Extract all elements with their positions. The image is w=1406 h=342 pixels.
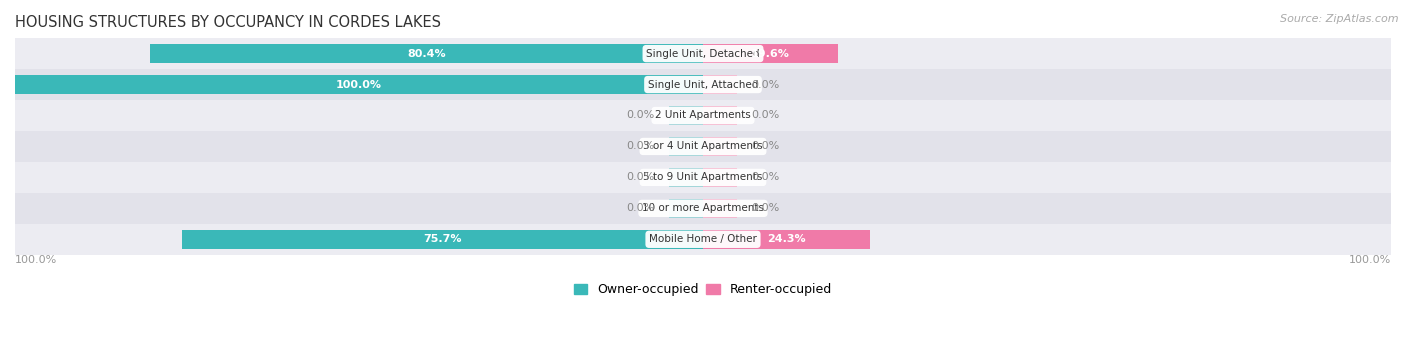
Bar bbox=[183, 230, 703, 249]
Bar bbox=[15, 100, 1391, 131]
Bar bbox=[15, 131, 1391, 162]
Text: Single Unit, Attached: Single Unit, Attached bbox=[648, 80, 758, 90]
Bar bbox=[669, 168, 703, 187]
Bar bbox=[703, 230, 870, 249]
Text: 0.0%: 0.0% bbox=[751, 110, 779, 120]
Bar bbox=[703, 44, 838, 63]
Text: 100.0%: 100.0% bbox=[15, 255, 58, 265]
Text: 19.6%: 19.6% bbox=[751, 49, 790, 58]
Text: 0.0%: 0.0% bbox=[627, 172, 655, 182]
Text: 5 to 9 Unit Apartments: 5 to 9 Unit Apartments bbox=[644, 172, 762, 182]
Bar bbox=[15, 224, 1391, 255]
Bar bbox=[669, 106, 703, 125]
Bar bbox=[703, 168, 737, 187]
Bar bbox=[150, 44, 703, 63]
Bar bbox=[703, 106, 737, 125]
Text: 0.0%: 0.0% bbox=[751, 203, 779, 213]
Text: 80.4%: 80.4% bbox=[408, 49, 446, 58]
Bar bbox=[703, 75, 737, 94]
Text: 0.0%: 0.0% bbox=[627, 203, 655, 213]
Text: Single Unit, Detached: Single Unit, Detached bbox=[647, 49, 759, 58]
Bar bbox=[15, 38, 1391, 69]
Text: Source: ZipAtlas.com: Source: ZipAtlas.com bbox=[1281, 14, 1399, 24]
Text: 100.0%: 100.0% bbox=[336, 80, 382, 90]
Legend: Owner-occupied, Renter-occupied: Owner-occupied, Renter-occupied bbox=[574, 283, 832, 296]
Bar bbox=[15, 193, 1391, 224]
Bar bbox=[669, 137, 703, 156]
Text: 0.0%: 0.0% bbox=[751, 80, 779, 90]
Text: 0.0%: 0.0% bbox=[627, 110, 655, 120]
Bar bbox=[15, 162, 1391, 193]
Bar bbox=[15, 69, 1391, 100]
Text: 24.3%: 24.3% bbox=[768, 234, 806, 244]
Bar bbox=[703, 137, 737, 156]
Text: 2 Unit Apartments: 2 Unit Apartments bbox=[655, 110, 751, 120]
Bar bbox=[15, 75, 703, 94]
Text: Mobile Home / Other: Mobile Home / Other bbox=[650, 234, 756, 244]
Text: 0.0%: 0.0% bbox=[627, 142, 655, 152]
Bar bbox=[703, 199, 737, 218]
Text: 0.0%: 0.0% bbox=[751, 142, 779, 152]
Text: 0.0%: 0.0% bbox=[751, 172, 779, 182]
Text: 75.7%: 75.7% bbox=[423, 234, 461, 244]
Text: 10 or more Apartments: 10 or more Apartments bbox=[643, 203, 763, 213]
Text: HOUSING STRUCTURES BY OCCUPANCY IN CORDES LAKES: HOUSING STRUCTURES BY OCCUPANCY IN CORDE… bbox=[15, 15, 441, 30]
Text: 3 or 4 Unit Apartments: 3 or 4 Unit Apartments bbox=[643, 142, 763, 152]
Bar bbox=[669, 199, 703, 218]
Text: 100.0%: 100.0% bbox=[1348, 255, 1391, 265]
